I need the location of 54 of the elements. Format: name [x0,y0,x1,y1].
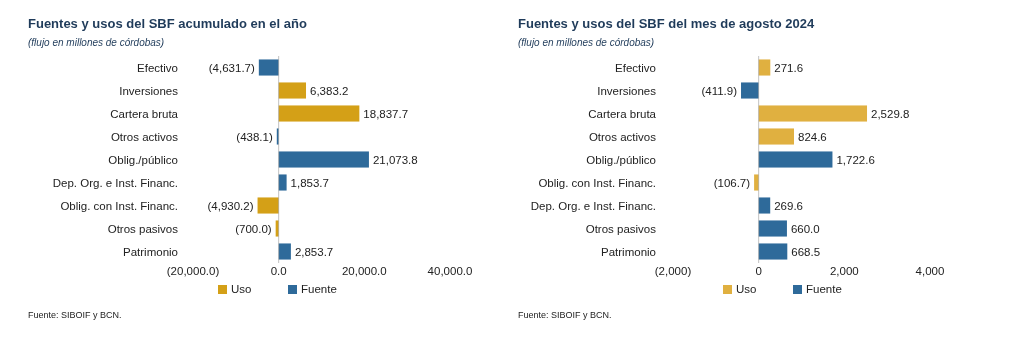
y-tick-label: Otros pasivos [107,222,179,235]
chart-title: Fuentes y usos del SBF del mes de agosto 2024 [518,16,815,31]
y-tick-label: Inversiones [119,84,179,97]
source-note: Fuente: SIBOIF y BCN. [518,310,612,320]
data-label: (4,930.2) [207,199,254,212]
data-label: 18,837.7 [363,107,409,120]
y-tick-label: Oblig. con Inst. Financ. [60,199,178,212]
y-tick-label: Efectivo [615,61,656,74]
y-tick-label: Dep. Org. e Inst. Financ. [530,199,656,212]
text: (flujo en millones de córdobas) [518,37,655,48]
x-tick-label: (2,000) [654,265,692,277]
x-tick-label: 40,000.0 [427,265,473,277]
data-label: 269.6 [774,199,803,212]
data-label: (4,631.7) [208,61,255,74]
x-tick-label: 4,000 [915,265,945,277]
legend-label: Uso [736,283,757,295]
data-label: 660.0 [790,222,820,235]
y-tick-label: Dep. Org. e Inst. Financ. [52,176,178,189]
data-label: 21,073.8 [372,153,418,166]
y-tick-label: Cartera bruta [110,107,179,120]
data-label: (700.0) [235,222,272,235]
data-label: 2,529.8 [871,107,910,120]
y-tick-label: Patrimonio [601,245,656,258]
y-tick-label: Patrimonio [123,245,178,258]
data-label: (438.1) [236,130,273,143]
legend-label: Fuente [806,283,842,295]
legend-label: Fuente [301,283,337,295]
y-tick-label: Inversiones [597,84,657,97]
source-note: Fuente: SIBOIF y BCN. [28,310,122,320]
data-label: 1,853.7 [290,176,329,189]
x-tick-label: 20,000.0 [341,265,387,277]
y-tick-label: Otros pasivos [585,222,657,235]
x-tick-label: 2,000 [829,265,859,277]
data-label: (411.9) [701,84,738,97]
data-label: 668.5 [791,245,821,258]
legend-label: Uso [231,283,252,295]
y-tick-label: Cartera bruta [588,107,657,120]
data-label: 2,853.7 [294,245,334,258]
x-tick-label: 0.0 [270,265,287,277]
x-tick-label: (20,000.0) [166,265,220,277]
y-tick-label: Otros activos [588,130,657,143]
data-label: 1,722.6 [836,153,875,166]
text: (flujo en millones de córdobas) [28,37,165,48]
data-label: 6,383.2 [310,84,349,97]
y-tick-label: Efectivo [137,61,178,74]
y-tick-label: Oblig./público [108,153,178,166]
x-tick-label: 0 [755,265,762,277]
data-label: (106.7) [713,176,751,189]
data-label: 824.6 [797,130,827,143]
y-tick-label: Oblig./público [586,153,656,166]
data-label: 271.6 [774,61,804,74]
y-tick-label: Oblig. con Inst. Financ. [538,176,656,189]
chart-title: Fuentes y usos del SBF acumulado en el año [28,16,307,31]
y-tick-label: Otros activos [110,130,179,143]
